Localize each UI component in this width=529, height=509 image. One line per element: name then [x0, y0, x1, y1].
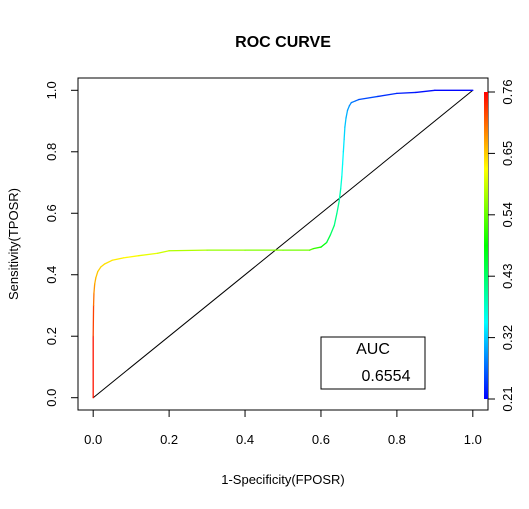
x-tick-label: 0.4: [236, 432, 254, 447]
y-tick-label: 0.6: [44, 204, 59, 222]
roc-curve-segment: [326, 234, 332, 244]
y-tick-label: 0.4: [44, 266, 59, 284]
roc-curve-segment: [312, 246, 322, 250]
roc-curve-segment: [344, 117, 347, 128]
roc-curve-segment: [358, 95, 379, 101]
colorbar: [484, 92, 488, 399]
colorbar-tick-label: 0.65: [500, 141, 515, 166]
x-axis-title: 1-Specificity(FPOSR): [221, 472, 345, 487]
roc-curve-segment: [97, 266, 102, 273]
roc-curve-series: [92, 89, 474, 399]
roc-curve-segment: [396, 91, 417, 95]
x-tick-label: 0.2: [160, 432, 178, 447]
auc-value: 0.6554: [362, 368, 411, 385]
y-tick-label: 1.0: [44, 81, 59, 99]
roc-curve-segment: [320, 241, 328, 248]
roc-curve-segment: [415, 89, 436, 94]
auc-label: AUC: [356, 341, 390, 358]
colorbar-tick-label: 0.43: [500, 264, 515, 289]
y-tick-label: 0.8: [44, 143, 59, 161]
colorbar-tick-label: 0.32: [500, 325, 515, 350]
roc-curve-segment: [157, 250, 170, 254]
colorbar-tick-label: 0.76: [500, 79, 515, 104]
x-tick-label: 0.8: [388, 432, 406, 447]
roc-curve-segment: [138, 252, 159, 257]
colorbar-tick-label: 0.21: [500, 386, 515, 411]
roc-curve-segment: [350, 100, 356, 104]
roc-curve-segment: [345, 109, 349, 119]
roc-curve-segment: [343, 126, 346, 141]
roc-curve-segment: [103, 259, 113, 265]
x-tick-label: 1.0: [464, 432, 482, 447]
x-tick-label: 0.6: [312, 432, 330, 447]
roc-curve-segment: [346, 105, 351, 111]
colorbar-ticks: 0.21 0.32 0.43 0.54 0.65 0.76: [488, 79, 515, 412]
roc-curve-segment: [333, 212, 338, 227]
colorbar-tick-label: 0.54: [500, 202, 515, 227]
roc-curve-segment: [111, 257, 125, 261]
x-tick-label: 0.0: [84, 432, 102, 447]
y-axis-ticks: 0.0 0.2 0.4 0.6 0.8 1.0: [44, 81, 78, 407]
roc-curve-segment: [93, 283, 96, 294]
y-tick-label: 0.0: [44, 389, 59, 407]
roc-curve-segment: [100, 263, 106, 268]
auc-box: [320, 336, 426, 390]
y-tick-label: 0.2: [44, 327, 59, 345]
roc-curve-segment: [354, 98, 360, 102]
roc-curve-segment: [342, 138, 345, 153]
roc-curve-segment: [329, 224, 335, 236]
chart-title: ROC CURVE: [235, 34, 331, 51]
y-axis-title: Sensitivity(TPOSR): [6, 188, 21, 300]
roc-curve-segment: [168, 249, 208, 252]
roc-curve-segment: [340, 175, 343, 190]
roc-curve-segment: [377, 92, 398, 98]
diagonal-reference-line: [92, 89, 474, 399]
x-axis-ticks: 0.0 0.2 0.4 0.6 0.8 1.0: [84, 410, 482, 447]
roc-curve-segment: [336, 200, 340, 214]
roc-curve-segment: [338, 188, 342, 202]
roc-curve-segment: [341, 163, 344, 178]
roc-curve-segment: [341, 151, 345, 165]
roc-curve-segment: [95, 271, 99, 279]
roc-curve-segment: [122, 255, 140, 259]
roc-curve-segment: [308, 247, 315, 251]
roc-curve-segment: [94, 277, 97, 285]
